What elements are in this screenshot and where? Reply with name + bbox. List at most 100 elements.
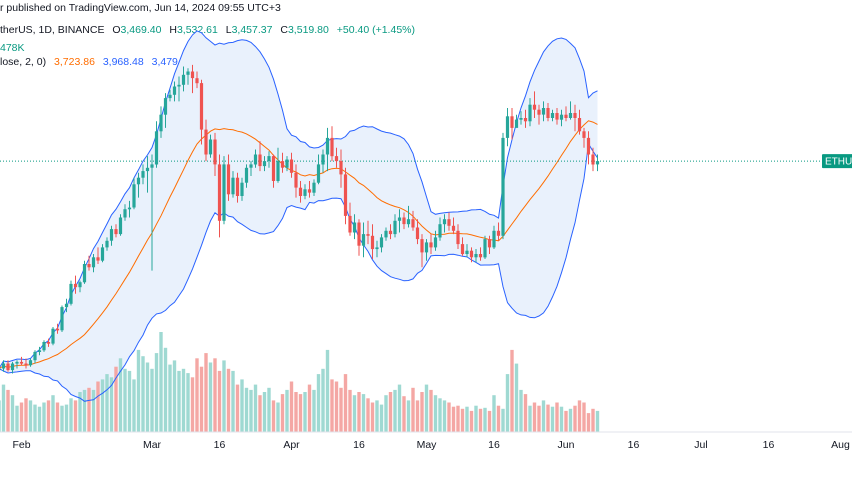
volume-bar: [42, 402, 46, 432]
volume-bar: [595, 410, 600, 432]
volume-bar: [415, 400, 420, 432]
candle-body: [208, 139, 213, 155]
volume-bar: [384, 395, 388, 432]
bollinger-basis-line: [0, 120, 598, 369]
volume-bar: [429, 389, 433, 432]
candle-body: [199, 83, 204, 130]
candle-body: [123, 209, 127, 218]
candle-body: [483, 239, 487, 258]
candle-body: [402, 217, 406, 225]
volume-bar: [114, 366, 118, 432]
volume-bar: [15, 405, 19, 432]
volume-bar: [33, 404, 37, 432]
candle-body: [141, 171, 145, 178]
candle-body: [82, 264, 87, 283]
ohlc-legend: therUS, 1D, BINANCE O3,469.40 H3,532.61 …: [0, 24, 415, 36]
candle-body: [330, 137, 334, 157]
volume-bar: [528, 405, 532, 432]
candle-body: [253, 154, 258, 165]
close-value: 3,519.80: [287, 24, 329, 36]
candle-body: [339, 161, 343, 175]
price-tag-label: ETHUS: [825, 157, 852, 168]
volume-bar: [465, 406, 469, 432]
candle-body: [406, 219, 411, 225]
candles: [0, 64, 600, 374]
candle-body: [411, 219, 415, 228]
candle-body: [456, 230, 460, 245]
candle-body: [550, 113, 555, 118]
volume-bar: [240, 379, 244, 432]
candle-body: [15, 361, 19, 364]
candle-body: [24, 363, 28, 366]
candle-body: [555, 113, 559, 120]
volume-bar: [555, 402, 559, 432]
volume-bar: [541, 400, 546, 432]
candle-body: [87, 264, 91, 268]
candle-body: [424, 242, 429, 253]
volume-bar: [393, 389, 397, 432]
volume-bar: [231, 370, 235, 432]
volume-bar: [321, 368, 325, 432]
volume-bar: [150, 368, 154, 432]
candle-body: [181, 74, 186, 85]
candle-body: [393, 220, 397, 235]
volume-bar: [105, 374, 109, 432]
candle-body: [559, 114, 564, 120]
volume-bar: [46, 400, 51, 432]
volume-bar: [109, 377, 114, 432]
volume-bar: [172, 360, 177, 432]
bollinger-label: lose, 2, 0): [0, 56, 47, 68]
volume-bar: [253, 384, 258, 432]
volume-bar: [262, 392, 267, 432]
candle-body: [451, 225, 456, 231]
candle-body: [487, 239, 492, 248]
price-tag: ETHUS: [822, 154, 852, 169]
volume-bar: [132, 379, 136, 432]
volume-bar: [190, 377, 195, 432]
candle-body: [352, 222, 357, 233]
bollinger-upper-line: [0, 30, 598, 368]
candle-body: [348, 215, 352, 233]
candle-body: [168, 94, 172, 99]
volume-bar: [258, 395, 262, 432]
candle-body: [100, 247, 105, 261]
volume-bar: [195, 358, 199, 432]
candle-body: [285, 159, 289, 168]
candle-body: [55, 328, 60, 331]
candle-body: [154, 131, 159, 165]
bollinger-lower-line: [0, 142, 598, 402]
volume-bar: [276, 402, 280, 432]
candle-body: [46, 342, 51, 344]
candle-body: [10, 363, 15, 371]
x-tick-label: 16: [488, 439, 500, 451]
candle-body: [568, 113, 573, 118]
x-tick-label: Jun: [558, 439, 575, 451]
candle-body: [186, 71, 190, 75]
candle-body: [37, 350, 42, 352]
volume-bar: [460, 408, 465, 432]
volume-bar: [213, 358, 217, 432]
candle-body: [375, 247, 379, 250]
candle-body: [33, 351, 37, 361]
x-tick-label: Mar: [143, 439, 162, 451]
candle-body: [280, 161, 285, 168]
volume-bar: [244, 387, 249, 432]
candle-body: [523, 118, 528, 122]
volume-bar: [591, 408, 595, 432]
candle-body: [586, 137, 591, 155]
volume-bar: [285, 389, 289, 432]
volume-bar: [222, 360, 226, 432]
candle-body: [388, 230, 393, 235]
volume-bar: [271, 400, 276, 432]
candle-body: [321, 154, 325, 165]
volume-bar: [127, 370, 132, 432]
candle-body: [78, 282, 82, 288]
volume-bar: [348, 389, 352, 432]
high-value: 3,532.61: [176, 24, 218, 36]
volume-bar: [69, 398, 73, 432]
candle-body: [150, 164, 154, 168]
volume-bar: [334, 381, 339, 432]
candle-body: [96, 257, 100, 261]
volume-bar: [586, 413, 591, 432]
